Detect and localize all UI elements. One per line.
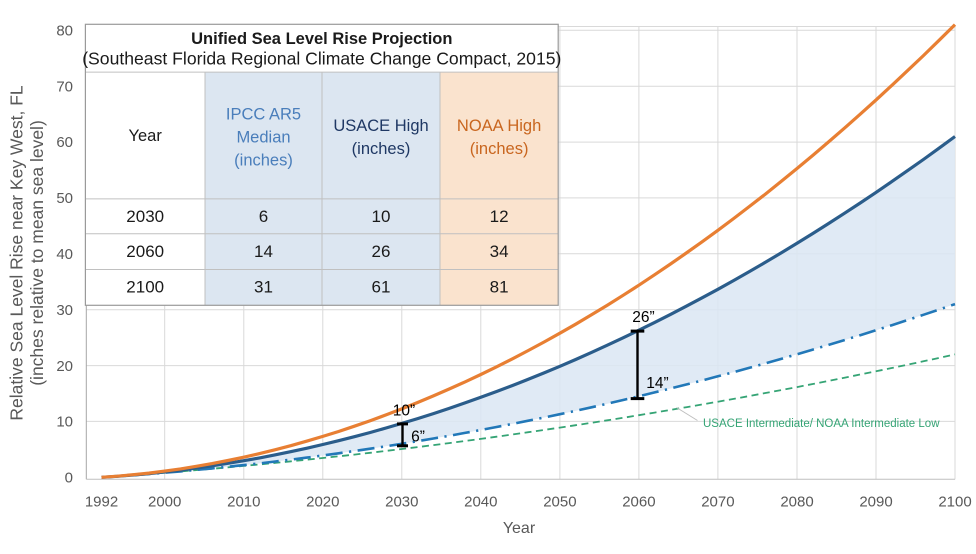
svg-text:Year: Year [129, 127, 163, 145]
svg-text:20: 20 [56, 358, 73, 375]
svg-text:2100: 2100 [938, 494, 971, 511]
svg-text:34: 34 [490, 242, 509, 261]
svg-text:Year: Year [503, 520, 536, 537]
svg-text:2080: 2080 [780, 494, 813, 511]
svg-text:81: 81 [490, 278, 509, 297]
svg-text:14: 14 [254, 242, 273, 261]
svg-text:Unified Sea Level Rise Project: Unified Sea Level Rise Projection [191, 30, 452, 48]
svg-text:(inches relative to mean sea l: (inches relative to mean sea level) [27, 120, 47, 386]
svg-text:0: 0 [65, 470, 73, 487]
svg-text:Median: Median [236, 129, 290, 147]
svg-text:6: 6 [259, 207, 268, 226]
svg-text:31: 31 [254, 278, 273, 297]
svg-text:10”: 10” [393, 403, 415, 420]
svg-text:2060: 2060 [622, 494, 655, 511]
svg-text:10: 10 [372, 207, 391, 226]
svg-text:IPCC AR5: IPCC AR5 [226, 106, 301, 124]
svg-text:70: 70 [56, 78, 73, 95]
svg-text:(inches): (inches) [234, 152, 293, 170]
svg-text:2010: 2010 [227, 494, 260, 511]
svg-text:2030: 2030 [385, 494, 418, 511]
svg-text:(inches): (inches) [352, 140, 411, 158]
svg-text:2060: 2060 [126, 242, 164, 261]
svg-text:USACE High: USACE High [333, 117, 428, 135]
svg-text:2030: 2030 [126, 207, 164, 226]
svg-text:2000: 2000 [148, 494, 181, 511]
svg-text:80: 80 [56, 23, 73, 40]
svg-text:USACE Intermediate/ NOAA Inter: USACE Intermediate/ NOAA Intermediate Lo… [703, 418, 940, 430]
svg-text:14”: 14” [646, 375, 668, 392]
svg-text:10: 10 [56, 414, 73, 431]
svg-text:(Southeast Florida Regional Cl: (Southeast Florida Regional Climate Chan… [82, 49, 561, 69]
svg-text:2040: 2040 [464, 494, 497, 511]
svg-text:2090: 2090 [859, 494, 892, 511]
svg-text:(inches): (inches) [470, 140, 529, 158]
svg-text:12: 12 [490, 207, 509, 226]
svg-text:30: 30 [56, 302, 73, 319]
svg-text:61: 61 [372, 278, 391, 297]
svg-text:2050: 2050 [543, 494, 576, 511]
svg-text:2100: 2100 [126, 278, 164, 297]
svg-text:6”: 6” [411, 429, 425, 446]
svg-text:60: 60 [56, 134, 73, 151]
svg-text:26”: 26” [632, 309, 654, 326]
svg-text:50: 50 [56, 190, 73, 207]
svg-text:1992: 1992 [85, 494, 118, 511]
svg-text:2020: 2020 [306, 494, 339, 511]
svg-text:40: 40 [56, 246, 73, 263]
svg-text:2070: 2070 [701, 494, 734, 511]
svg-text:26: 26 [372, 242, 391, 261]
svg-text:NOAA High: NOAA High [457, 117, 541, 135]
svg-text:Relative Sea Level Rise near K: Relative Sea Level Rise near Key West, F… [7, 85, 27, 421]
